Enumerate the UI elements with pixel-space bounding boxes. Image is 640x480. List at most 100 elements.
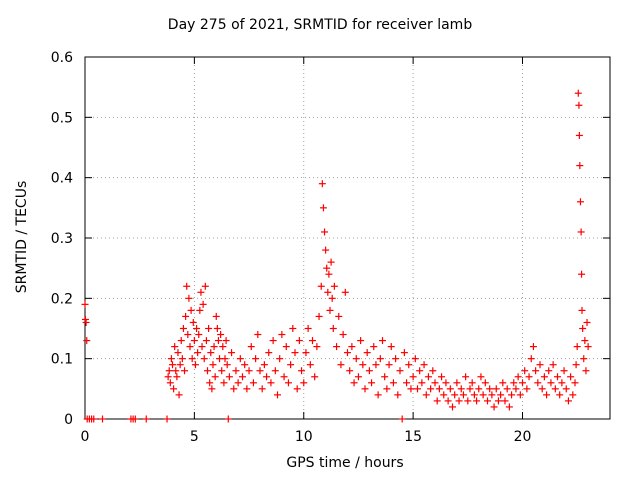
data-point (176, 361, 184, 369)
data-point (481, 379, 489, 387)
data-point (346, 367, 354, 375)
data-point (558, 379, 566, 387)
data-point (545, 367, 553, 375)
data-point (197, 288, 205, 296)
data-point (190, 337, 198, 345)
data-point (174, 349, 182, 357)
data-point (359, 361, 367, 369)
data-point (455, 397, 463, 405)
data-point (173, 373, 181, 381)
data-point (392, 355, 400, 363)
data-point (214, 337, 222, 345)
data-point (194, 349, 202, 357)
data-point (335, 312, 343, 320)
data-point (324, 288, 332, 296)
data-point (258, 385, 266, 393)
data-point (165, 367, 173, 375)
data-point (293, 385, 301, 393)
data-point (510, 379, 518, 387)
data-point (188, 355, 196, 363)
data-point (573, 343, 581, 351)
data-point (81, 300, 89, 308)
data-point (525, 373, 533, 381)
data-point (577, 228, 585, 236)
data-point (411, 355, 419, 363)
data-point (492, 385, 500, 393)
y-tick-label: 0.6 (51, 50, 73, 66)
data-point (583, 318, 591, 326)
x-tick-label: 20 (514, 429, 532, 445)
data-point (327, 258, 335, 266)
data-point (278, 331, 286, 339)
data-point (363, 349, 371, 357)
data-point (239, 373, 246, 381)
data-point (131, 415, 139, 423)
data-point (222, 337, 230, 345)
data-point (208, 385, 216, 393)
data-point (319, 204, 327, 212)
data-point (187, 306, 195, 314)
data-point (204, 367, 211, 375)
data-point (232, 367, 240, 375)
y-tick-label: 0.1 (51, 352, 73, 368)
data-point (424, 373, 432, 381)
data-point (193, 325, 201, 332)
data-point (225, 373, 233, 381)
data-point (191, 361, 199, 369)
y-tick-label: 0 (64, 412, 73, 428)
data-point (442, 379, 450, 387)
data-point (177, 337, 185, 345)
data-point (540, 373, 548, 381)
data-point (243, 385, 251, 393)
data-point (475, 385, 483, 393)
data-point (185, 294, 193, 302)
data-point (323, 264, 331, 272)
data-point (322, 246, 330, 254)
data-point (211, 373, 219, 381)
data-point (199, 300, 207, 308)
data-point (298, 367, 306, 375)
data-point (252, 355, 260, 363)
data-point (572, 361, 580, 369)
data-point (490, 403, 498, 411)
data-point (186, 343, 194, 351)
data-point (400, 349, 408, 357)
data-point (228, 349, 236, 357)
data-point (379, 337, 386, 345)
data-point (571, 379, 579, 387)
data-point (361, 385, 369, 393)
data-point (274, 391, 281, 399)
data-point (205, 325, 213, 332)
data-point (170, 385, 178, 393)
data-point (398, 415, 406, 423)
data-point (569, 391, 577, 399)
data-point (488, 391, 496, 399)
data-point (501, 397, 509, 405)
data-point (420, 361, 428, 369)
data-point (414, 385, 421, 393)
marks-layer (81, 89, 592, 423)
data-point (383, 385, 391, 393)
data-point (368, 379, 376, 387)
data-point (381, 373, 389, 381)
data-point (435, 385, 443, 393)
data-point (365, 367, 373, 375)
data-point (374, 391, 382, 399)
data-point (234, 379, 242, 387)
x-axis-label: GPS time / hours (286, 455, 404, 471)
data-point (564, 397, 572, 405)
y-tick-label: 0.2 (51, 291, 73, 307)
x-tick-label: 10 (295, 429, 313, 445)
data-point (207, 349, 215, 357)
data-point (317, 282, 325, 290)
data-point (166, 379, 174, 387)
data-point (444, 397, 452, 405)
data-point (357, 337, 365, 345)
chart-title: Day 275 of 2021, SRMTID for receiver lam… (167, 17, 473, 33)
data-point (217, 331, 225, 339)
data-point (223, 361, 231, 369)
data-point (326, 306, 334, 314)
data-point (385, 361, 393, 369)
data-point (578, 306, 586, 314)
data-point (181, 367, 189, 375)
